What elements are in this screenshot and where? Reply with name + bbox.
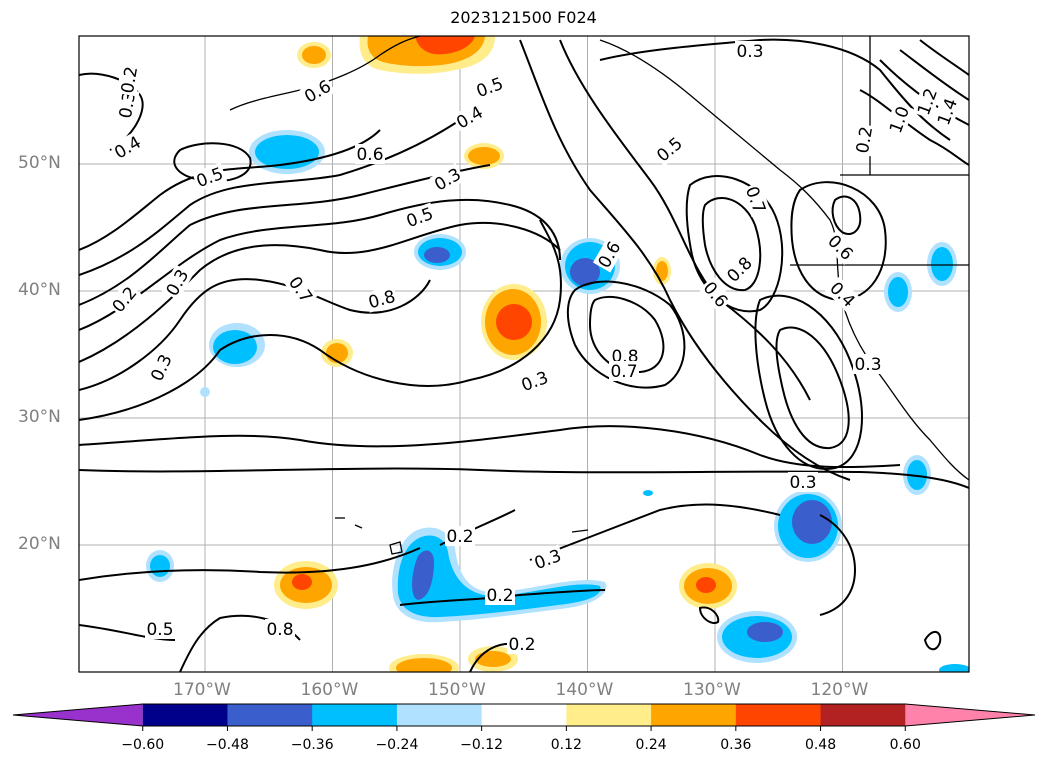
colorbar-tick-label: −0.24 [375,737,419,753]
latitude-label: 20°N [18,534,61,554]
contour-label: 0.5 [472,72,508,102]
colorbar-tick-label: −0.48 [206,737,249,753]
contour-label: 0.4 [825,276,861,312]
svg-text:0.3: 0.3 [789,473,816,493]
contour-label: 0.8 [721,251,757,287]
contour-label: 0.3 [735,41,765,62]
svg-text:0.2: 0.2 [853,125,877,155]
svg-text:0.2: 0.2 [508,635,535,655]
svg-text:0.7: 0.7 [610,362,637,382]
latitude-label: 40°N [18,280,61,300]
map-title: 2023121500 F024 [450,8,597,27]
longitude-label: 160°W [300,680,359,700]
svg-text:0.6: 0.6 [356,145,383,165]
svg-text:0.2: 0.2 [446,527,473,547]
latitude-label: 30°N [18,407,61,427]
contour-label: 0.3 [517,366,553,396]
longitude-label: 170°W [173,680,231,700]
contour-label: 1.0 [884,102,914,138]
contour-label: 0.3 [429,162,466,195]
colorbar-tick-label: 0.48 [804,737,837,753]
svg-text:0.2: 0.2 [486,586,513,606]
contour-label: 0.3 [530,544,566,574]
svg-text:0.5: 0.5 [146,620,173,640]
colorbar-segment [396,704,483,726]
shaded-field [146,36,969,672]
svg-text:0.4: 0.4 [825,278,858,311]
contour-label: 0.8 [265,619,295,640]
colorbar-tick-label: 0.36 [720,737,752,753]
svg-text:0.6: 0.6 [823,231,856,264]
contour-label: 0.6 [355,144,385,165]
contour-label: 0.5 [145,619,175,640]
contour-label: 0.3 [145,349,177,386]
colorbar-segment [566,704,652,726]
svg-text:0.5: 0.5 [653,134,687,167]
colorbar-segment [820,704,906,726]
svg-text:0.3: 0.3 [736,42,763,62]
contour-label: 0.5 [402,202,438,232]
contour-label: 0.2 [116,63,142,97]
contour-label: 0.2 [851,123,877,157]
contour-label: 0.2 [485,585,515,606]
contour-label: 0.3 [853,354,883,375]
longitude-label: 150°W [428,680,486,700]
contour-label: 0.3 [160,264,194,301]
contour-label: 0.5 [192,162,228,192]
colorbar-segment [651,704,737,726]
svg-text:0.8: 0.8 [723,253,756,286]
colorbar-tick-label: −0.60 [121,737,165,753]
colorbar-tick-label: 0.24 [635,737,667,753]
contour-lines [79,38,969,672]
colorbar-segment [227,704,313,726]
svg-text:0.4: 0.4 [453,103,486,134]
contour-label: 0.7 [609,361,639,382]
latitude-label: 50°N [18,153,61,173]
contour-label: 0.2 [445,526,475,547]
colorbar-segment [905,704,1035,726]
colorbar-segment [481,704,567,726]
colorbar-tick-label: 0.12 [550,737,582,753]
contour-label: 0.4 [451,100,488,134]
map-frame [78,35,970,673]
svg-text:0.7: 0.7 [284,273,316,307]
colorbar-tick-label: −0.12 [460,737,504,753]
graticule [79,36,969,672]
colorbar-segment [13,704,143,726]
colorbar-segment [142,704,228,726]
svg-text:0.2: 0.2 [118,65,142,95]
svg-text:0.8: 0.8 [266,620,293,640]
longitude-label: 130°W [683,680,741,700]
colorbar-segment [735,704,822,726]
contour-label: 0.3 [114,88,140,122]
contour-label: 0.7 [741,182,771,218]
contour-label: 0.4 [109,130,146,164]
colorbar [12,703,1036,731]
longitude-label: 140°W [555,680,614,700]
longitude-label: 120°W [810,680,869,700]
svg-text:0.3: 0.3 [854,355,881,375]
contour-label: 0.7 [284,271,318,308]
svg-text:0.3: 0.3 [163,266,194,299]
contour-label: 0.3 [788,472,818,493]
svg-text:0.4: 0.4 [111,133,144,164]
colorbar-segment [312,704,398,726]
colorbar-tick-label: 0.60 [889,737,921,753]
contour-label: 0.6 [823,229,859,265]
contour-label: 0.5 [651,131,688,167]
colorbar-tick-label: −0.36 [290,737,334,753]
negative-area [146,130,969,672]
contour-label: 0.2 [507,634,537,655]
